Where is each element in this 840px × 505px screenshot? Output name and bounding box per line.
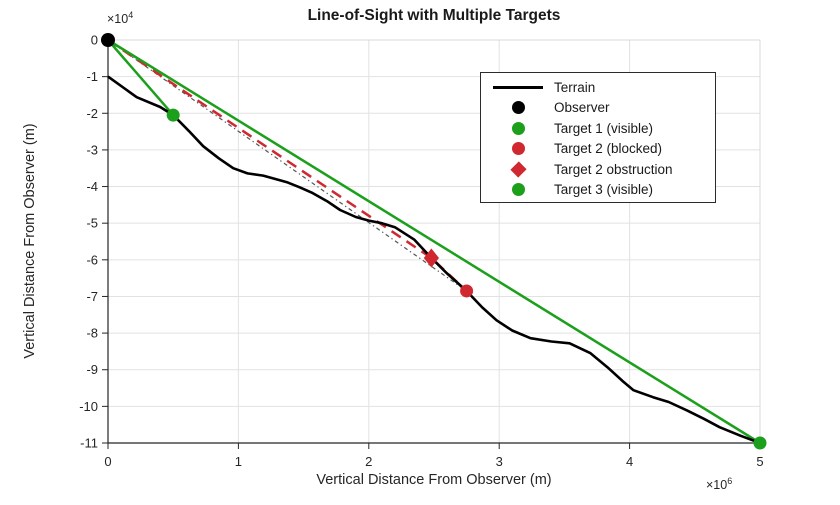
series-direct-sight-line-to-target-2-blocked- xyxy=(107,39,467,292)
x-axis-multiplier: ×106 xyxy=(706,476,732,492)
x-tick-label: 3 xyxy=(496,454,503,469)
y-tick-label: -11 xyxy=(80,436,98,451)
line-swatch xyxy=(493,85,543,89)
chart-title: Line-of-Sight with Multiple Targets xyxy=(307,7,561,24)
y-tick-label: -2 xyxy=(86,106,98,121)
marker-target-1-visible- xyxy=(166,108,180,122)
legend: Terrain Observer Target 1 (visible) Target … xyxy=(480,72,716,203)
marker-target-2-blocked- xyxy=(460,284,474,298)
circle-swatch xyxy=(511,142,525,156)
y-tick-label: -6 xyxy=(86,252,98,267)
legend-swatch-circle-icon xyxy=(489,101,547,115)
legend-swatch-circle-icon xyxy=(489,183,547,197)
x-tick-label: 5 xyxy=(756,454,763,469)
series-terrain xyxy=(107,75,761,445)
legend-item-observer: Observer xyxy=(481,98,715,119)
marker-target-3-visible- xyxy=(753,436,767,450)
marker-target-2-obstruction xyxy=(423,248,439,268)
y-mult-base: ×10 xyxy=(107,12,129,27)
x-tick-label: 4 xyxy=(626,454,633,469)
series-sight-line-to-target-3 xyxy=(107,38,761,445)
legend-item-target-2-blocked-: Target 2 (blocked) xyxy=(481,139,715,160)
legend-swatch-line-icon xyxy=(489,85,547,89)
legend-swatch-diamond-icon xyxy=(489,161,547,178)
x-mult-base: ×10 xyxy=(706,478,728,493)
legend-item-target-2-obstruction: Target 2 obstruction xyxy=(481,159,715,180)
series-sight-line-to-target-1 xyxy=(107,39,175,116)
legend-label: Target 1 (visible) xyxy=(554,120,654,136)
legend-item-target-1-visible-: Target 1 (visible) xyxy=(481,118,715,139)
circle-swatch xyxy=(511,183,525,197)
y-tick-label: -3 xyxy=(86,142,98,157)
legend-swatch-circle-icon xyxy=(489,121,547,135)
y-tick-label: -7 xyxy=(86,289,98,304)
legend-label: Target 2 obstruction xyxy=(554,161,673,177)
x-mult-exponent: 6 xyxy=(727,476,733,486)
y-tick-label: -8 xyxy=(86,326,98,341)
y-axis-multiplier: ×104 xyxy=(107,10,133,26)
y-tick-label: -9 xyxy=(86,362,98,377)
legend-item-target-3-visible-: Target 3 (visible) xyxy=(481,180,715,201)
y-tick-label: -1 xyxy=(86,69,98,84)
y-axis-label: Vertical Distance From Observer (m) xyxy=(22,123,38,359)
y-tick-label: -4 xyxy=(86,179,98,194)
y-tick-label: 0 xyxy=(91,33,98,48)
x-tick-label: 0 xyxy=(104,454,111,469)
circle-swatch xyxy=(511,101,525,115)
x-tick-label: 2 xyxy=(365,454,372,469)
y-tick-label: -10 xyxy=(79,399,98,414)
series-sight-path-to-target-2-over-obstruction xyxy=(107,38,468,292)
legend-item-terrain: Terrain xyxy=(481,77,715,98)
legend-label: Target 2 (blocked) xyxy=(554,141,663,157)
y-mult-exponent: 4 xyxy=(128,10,134,20)
marker-observer xyxy=(101,33,115,47)
x-axis-label: Vertical Distance From Observer (m) xyxy=(316,472,552,488)
circle-swatch xyxy=(511,121,525,135)
diamond-swatch xyxy=(509,161,527,178)
legend-label: Terrain xyxy=(554,79,596,95)
legend-swatch-circle-icon xyxy=(489,142,547,156)
legend-label: Observer xyxy=(554,100,610,116)
x-tick-label: 1 xyxy=(235,454,242,469)
y-tick-label: -5 xyxy=(86,216,98,231)
legend-label: Target 3 (visible) xyxy=(554,182,654,198)
